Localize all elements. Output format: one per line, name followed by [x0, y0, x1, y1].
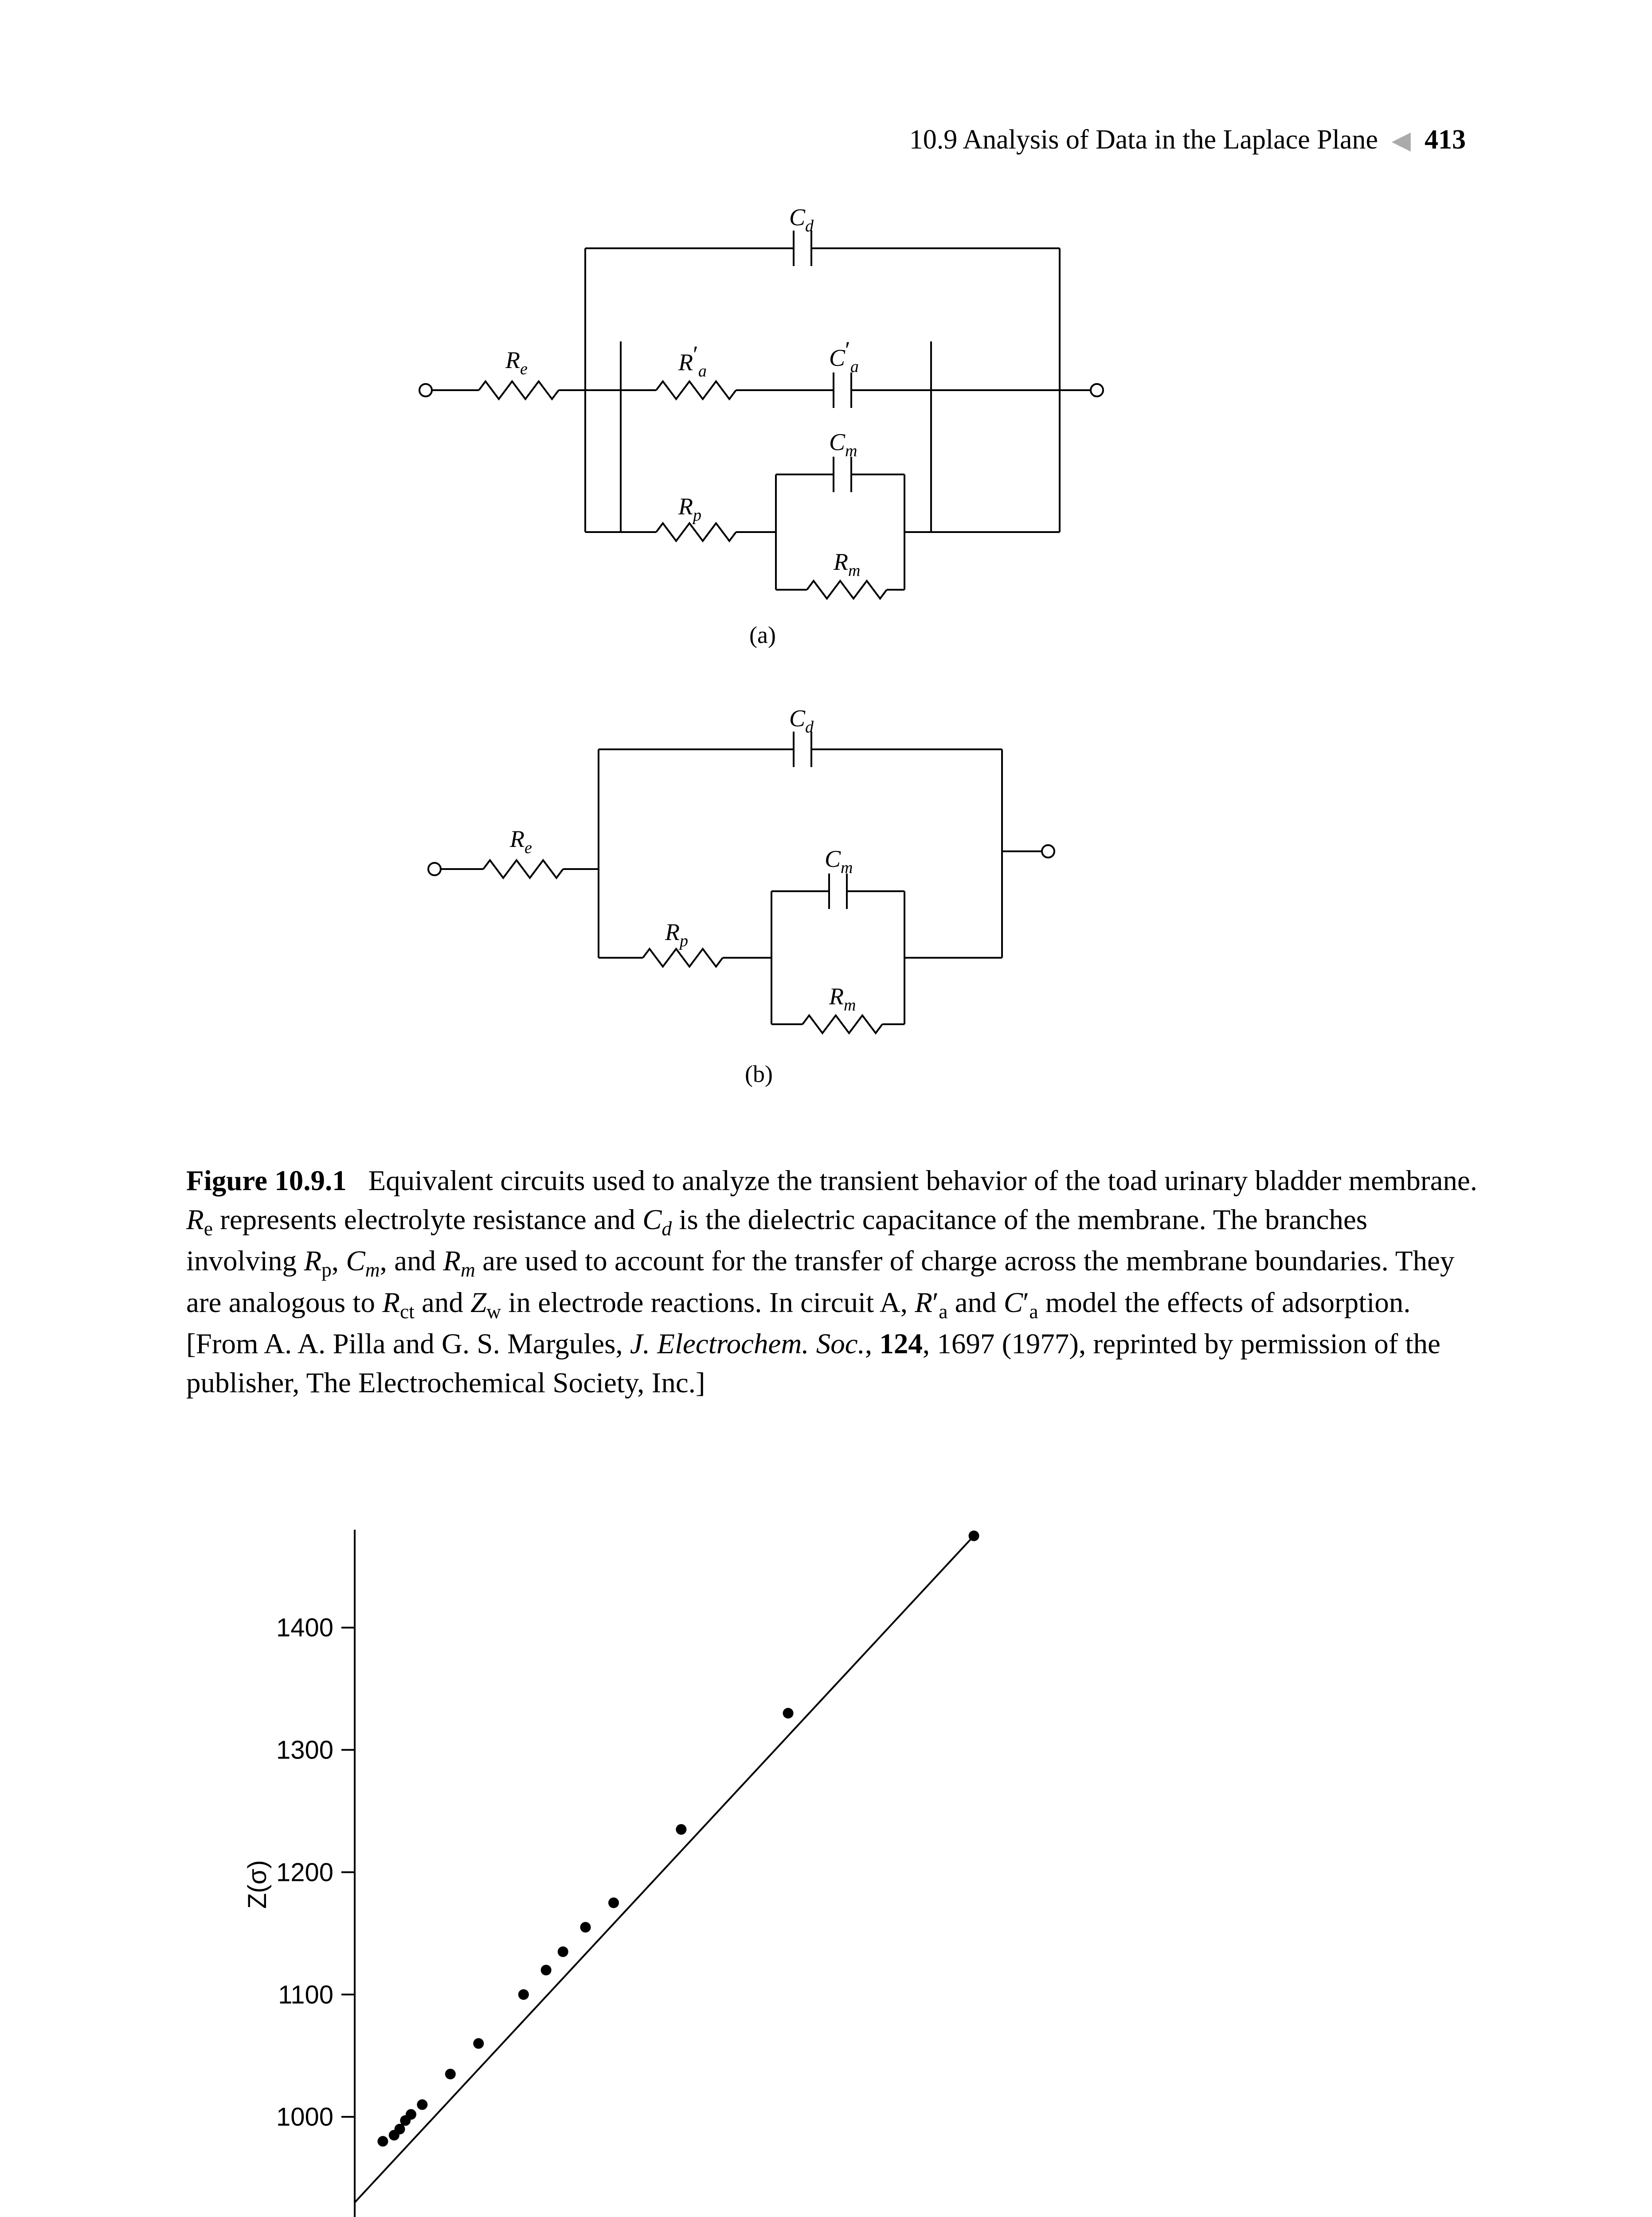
label-cm: C: [829, 429, 846, 455]
svg-text:1000: 1000: [276, 2103, 333, 2131]
svg-text:Re: Re: [505, 347, 528, 378]
label-cm-b: C: [825, 846, 841, 872]
resistor-re: [470, 381, 585, 399]
resistor-rp: [656, 523, 736, 541]
y-axis-title: Z(σ): [243, 1860, 272, 1909]
resistor-rm: [807, 581, 887, 599]
label-cd-b: C: [789, 705, 806, 732]
label-rp-b: R: [665, 919, 680, 945]
label-rp-b-sub: p: [678, 932, 688, 950]
svg-text:Cm: Cm: [825, 846, 853, 877]
running-head: 10.9 Analysis of Data in the Laplace Pla…: [909, 124, 1466, 156]
label-cd-sub: d: [805, 217, 814, 235]
svg-text:1300: 1300: [276, 1736, 333, 1765]
label-ca-sub: a: [850, 357, 859, 376]
circuit-svg: Re Cd: [408, 204, 1117, 1162]
label-rp: R: [678, 493, 693, 520]
label-cm-sub: m: [845, 442, 857, 460]
caption-10-9-1-fignum: Figure 10.9.1: [186, 1165, 347, 1197]
label-ca-prime: ′: [845, 337, 850, 363]
label-re-b-sub: e: [525, 838, 532, 857]
svg-text:1100: 1100: [278, 1980, 333, 2009]
label-re: R: [505, 347, 520, 373]
svg-text:Rp: Rp: [665, 919, 688, 950]
resistor-rm-b: [803, 1015, 882, 1033]
svg-text:1200: 1200: [276, 1858, 333, 1887]
label-re-b: R: [509, 826, 525, 852]
svg-text:Cm: Cm: [829, 429, 857, 460]
label-ra: R: [678, 349, 693, 376]
caption-10-9-1: Figure 10.9.1 Equivalent circuits used t…: [186, 1162, 1481, 1403]
running-head-text: 10.9 Analysis of Data in the Laplace Pla…: [909, 125, 1378, 155]
chart-svg: 9001000110012001300140000.20.40.60.81.0Z…: [222, 1503, 1064, 2217]
label-ca: C: [829, 345, 846, 371]
svg-text:C′a: C′a: [829, 337, 859, 376]
svg-text:Rm: Rm: [833, 548, 860, 580]
running-head-arrow: ◀: [1392, 127, 1411, 154]
svg-text:R′a: R′a: [678, 341, 707, 380]
svg-text:Rp: Rp: [678, 493, 701, 525]
figure-10-9-1: Re Cd: [275, 204, 1250, 1144]
subfig-a-label: (a): [749, 622, 776, 648]
page: 10.9 Analysis of Data in the Laplace Pla…: [0, 0, 1652, 2217]
label-re-sub: e: [520, 360, 528, 378]
circuit-a: Re Cd: [419, 204, 1103, 648]
label-rm-sub: m: [848, 561, 860, 580]
figure-10-9-2: 9001000110012001300140000.20.40.60.81.0Z…: [222, 1503, 1286, 2217]
circuit-b: Re Cd: [428, 705, 1054, 1087]
resistor-rp-b: [643, 949, 723, 967]
label-cd-b-sub: d: [805, 718, 814, 736]
label-rp-sub: p: [692, 506, 701, 525]
label-cm-b-sub: m: [841, 858, 853, 877]
label-cd: C: [789, 204, 806, 231]
resistor-ra: [656, 381, 736, 399]
label-rm: R: [833, 548, 848, 575]
svg-text:Rm: Rm: [829, 983, 856, 1014]
svg-text:1400: 1400: [276, 1614, 333, 1642]
caption-10-9-1-body: Equivalent circuits used to analyze the …: [186, 1165, 1477, 1399]
page-number: 413: [1425, 125, 1466, 155]
resistor-re-b: [483, 860, 563, 878]
label-ra-sub: a: [698, 362, 707, 380]
label-rm-b: R: [829, 983, 844, 1010]
svg-text:Re: Re: [509, 826, 532, 857]
label-ra-prime: ′: [693, 341, 698, 368]
subfig-b-label: (b): [745, 1061, 773, 1087]
label-rm-b-sub: m: [844, 996, 856, 1014]
